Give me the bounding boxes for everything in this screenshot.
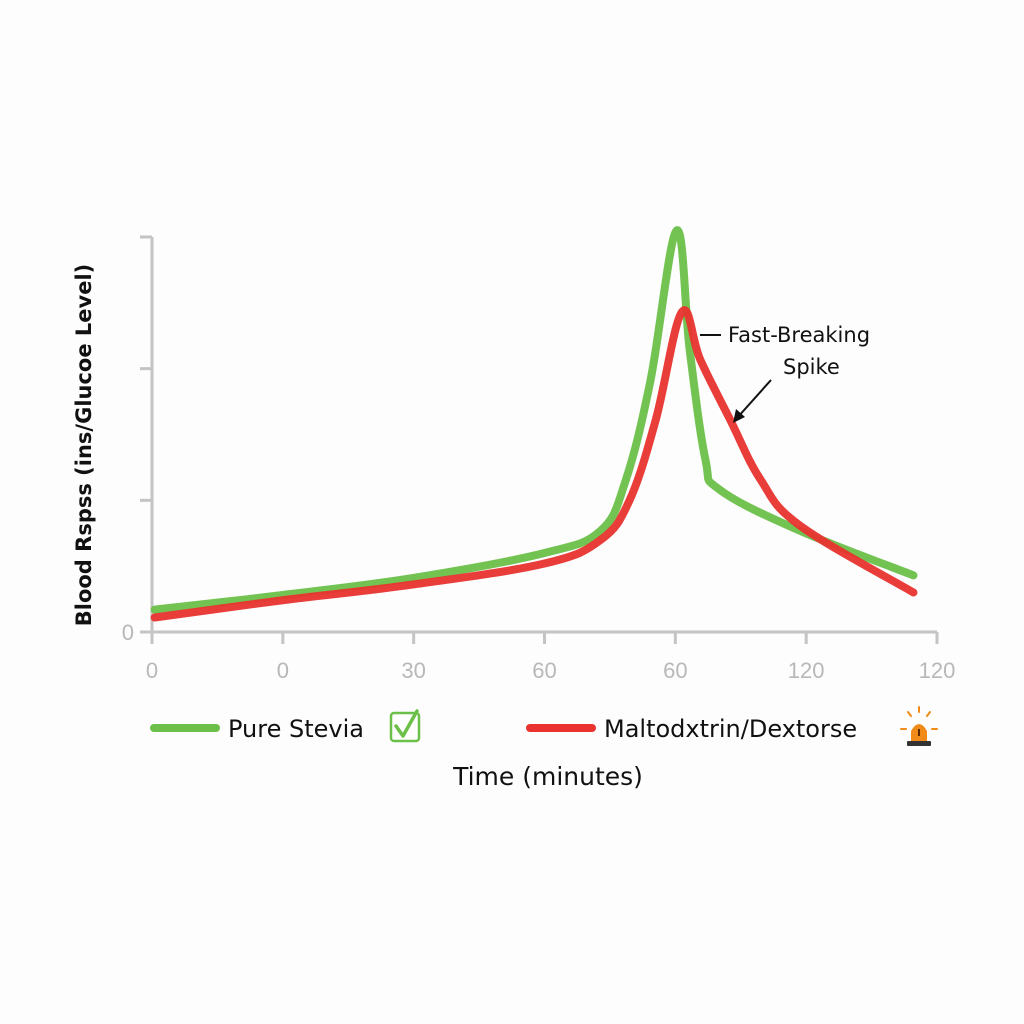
- annotation-line-2: Spike: [783, 355, 840, 379]
- check-box-icon: [389, 709, 421, 743]
- x-axis-label: Time (minutes): [452, 762, 643, 791]
- x-tick-label: 120: [919, 658, 956, 683]
- axes: [140, 235, 939, 644]
- legend-item-maltodextrin: Maltodxtrin/Dextorse: [526, 706, 938, 746]
- annotation-arrow-head: [733, 409, 745, 423]
- x-tick-label: 0: [277, 658, 289, 683]
- series-line-pure-stevia: [150, 226, 918, 614]
- series-lines: [150, 226, 918, 622]
- legend-label: Maltodxtrin/Dextorse: [604, 715, 857, 743]
- y-axis-label: Blood Rspss (ins/Glucoe Level): [72, 264, 96, 627]
- annotation-arrow-shaft: [736, 379, 772, 419]
- x-tick-label: 120: [788, 658, 825, 683]
- x-tick-label: 60: [663, 658, 687, 683]
- legend-label: Pure Stevia: [228, 715, 364, 743]
- legend-item-pure-stevia: Pure Stevia: [150, 709, 421, 743]
- annotation: Fast-Breaking Spike: [700, 323, 870, 423]
- series-line-maltodextrin: [150, 306, 918, 622]
- annotation-line-1: Fast-Breaking: [728, 323, 870, 347]
- x-tick-label: 0: [146, 658, 158, 683]
- legend: Pure Stevia Maltodxtrin/Dextorse: [150, 706, 938, 746]
- y-tick-label: 0: [122, 620, 134, 645]
- x-tick-label: 60: [532, 658, 556, 683]
- siren-icon: [900, 706, 938, 746]
- x-tick-label: 30: [401, 658, 425, 683]
- tick-labels: 00 0 30 60 60 120 120: [122, 620, 956, 683]
